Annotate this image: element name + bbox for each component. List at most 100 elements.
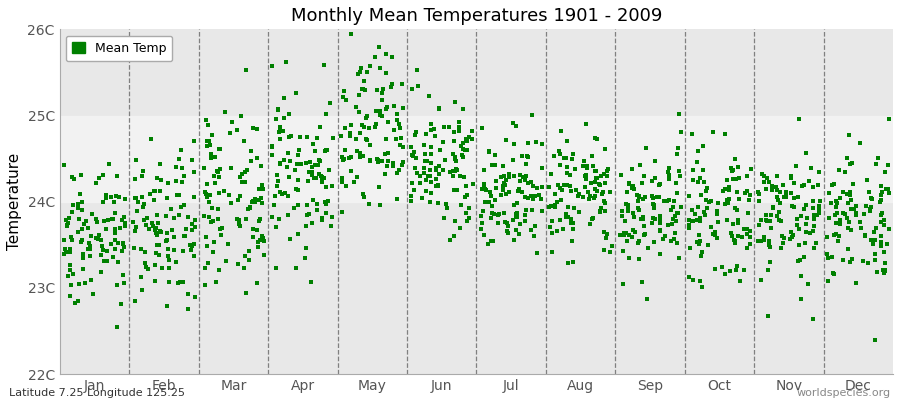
Point: [418, 177, 433, 184]
Point: [632, 238, 646, 244]
Point: [536, 165, 550, 171]
Point: [727, 156, 742, 162]
Point: [760, 174, 774, 181]
Point: [266, 152, 280, 158]
Point: [763, 212, 778, 218]
Point: [203, 192, 218, 198]
Point: [172, 192, 186, 198]
Point: [146, 222, 160, 229]
Point: [82, 240, 96, 246]
Point: [454, 143, 468, 149]
Point: [200, 143, 214, 149]
Point: [751, 189, 765, 195]
Point: [237, 138, 251, 144]
Point: [639, 145, 653, 152]
Point: [645, 178, 660, 184]
Point: [499, 190, 513, 197]
Point: [733, 174, 747, 181]
Point: [484, 162, 499, 168]
Point: [526, 196, 541, 202]
Point: [305, 164, 320, 171]
Point: [869, 269, 884, 275]
Point: [452, 119, 466, 125]
Point: [562, 183, 577, 189]
Point: [473, 213, 488, 219]
Point: [692, 238, 706, 245]
Point: [690, 179, 705, 185]
Point: [76, 199, 90, 205]
Point: [256, 233, 270, 240]
Point: [162, 279, 176, 285]
Text: worldspecies.org: worldspecies.org: [796, 388, 891, 398]
Point: [614, 172, 628, 178]
Point: [631, 205, 645, 212]
Point: [212, 146, 227, 152]
Point: [76, 221, 91, 228]
Point: [874, 183, 888, 190]
Point: [652, 194, 666, 201]
Point: [459, 210, 473, 216]
Point: [110, 282, 124, 288]
Point: [508, 227, 523, 233]
Point: [811, 182, 825, 188]
Point: [829, 198, 843, 204]
Point: [709, 211, 724, 218]
Point: [796, 254, 811, 261]
Point: [71, 201, 86, 207]
Point: [211, 216, 225, 222]
Point: [309, 175, 323, 181]
Point: [207, 238, 221, 245]
Point: [224, 165, 238, 171]
Point: [175, 165, 189, 171]
Point: [352, 109, 366, 115]
Point: [358, 87, 373, 93]
Point: [588, 186, 602, 192]
Point: [305, 220, 320, 226]
Point: [637, 194, 652, 200]
Point: [367, 124, 382, 130]
Point: [70, 298, 85, 304]
Point: [431, 200, 446, 206]
Point: [424, 160, 438, 167]
Point: [358, 115, 373, 121]
Point: [455, 106, 470, 112]
Point: [381, 119, 395, 125]
Point: [806, 228, 820, 234]
Point: [310, 207, 325, 214]
Point: [291, 152, 305, 158]
Point: [244, 158, 258, 164]
Point: [698, 208, 712, 215]
Point: [447, 154, 462, 160]
Point: [497, 180, 511, 187]
Point: [621, 208, 635, 215]
Point: [882, 190, 896, 196]
Point: [670, 239, 684, 246]
Point: [206, 218, 220, 224]
Point: [650, 194, 664, 200]
Point: [100, 258, 114, 264]
Point: [214, 232, 229, 238]
Point: [410, 67, 424, 73]
Point: [369, 121, 383, 127]
Point: [252, 216, 266, 222]
Point: [150, 212, 165, 218]
Point: [335, 179, 349, 185]
Point: [655, 236, 670, 242]
Point: [566, 220, 580, 226]
Point: [717, 131, 732, 137]
Point: [729, 267, 743, 273]
Point: [821, 278, 835, 284]
Point: [409, 128, 423, 135]
Point: [176, 172, 191, 179]
Point: [273, 161, 287, 168]
Point: [686, 218, 700, 224]
Point: [812, 202, 826, 209]
Point: [254, 194, 268, 201]
Point: [149, 232, 164, 238]
Point: [625, 166, 639, 172]
Point: [694, 253, 708, 260]
Point: [336, 157, 350, 164]
Point: [806, 184, 821, 190]
Point: [700, 185, 715, 191]
Point: [508, 123, 523, 130]
